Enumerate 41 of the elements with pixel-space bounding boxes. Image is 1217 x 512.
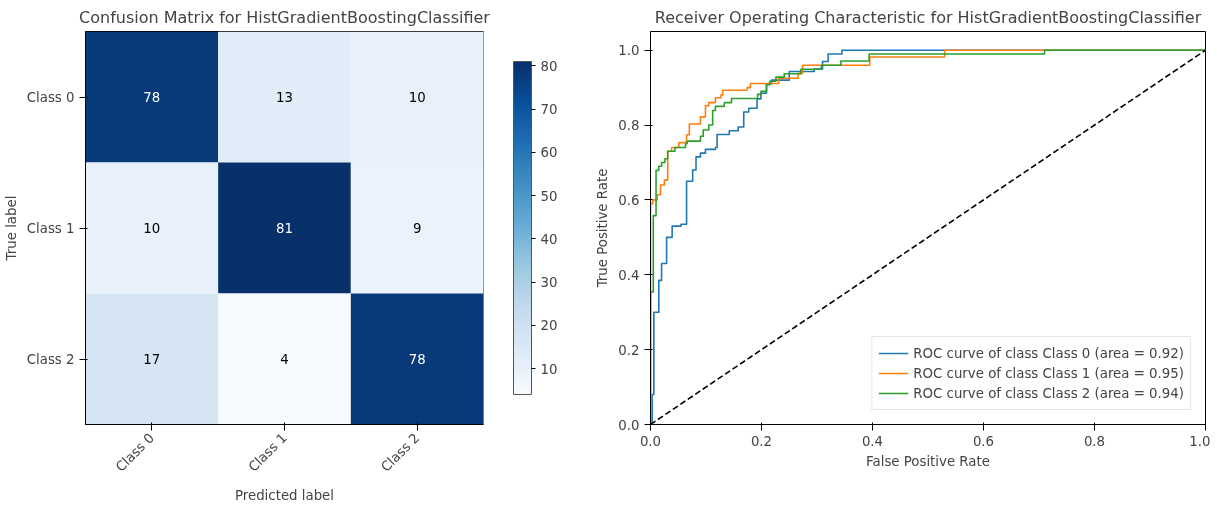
data-label: 17 bbox=[143, 352, 161, 367]
x-tick-label: 0.8 bbox=[1083, 433, 1106, 449]
color-bar-label: 30 bbox=[540, 275, 558, 291]
chart-title: Confusion Matrix for HistGradientBoostingClassifier bbox=[79, 7, 491, 27]
x-tick-label: 0.0 bbox=[639, 433, 662, 449]
data-label: 78 bbox=[143, 90, 161, 105]
legend-label: ROC curve of class Class 0 (area = 0.92) bbox=[913, 345, 1184, 361]
legend-label: ROC curve of class Class 1 (area = 0.95) bbox=[913, 365, 1184, 381]
y-tick-label: Class 1 bbox=[26, 220, 75, 236]
y-tick-label: 0.2 bbox=[618, 342, 640, 358]
y-tick-label: 0.8 bbox=[618, 118, 640, 134]
y-tick-label: Class 0 bbox=[26, 89, 75, 105]
y-tick-label: Class 2 bbox=[26, 351, 75, 367]
y-axis-title: True label bbox=[3, 195, 19, 262]
data-label: 9 bbox=[412, 221, 422, 236]
y-tick-label: 0.6 bbox=[618, 192, 640, 208]
x-axis-title: Predicted label bbox=[234, 487, 335, 503]
x-axis-title: False Positive Rate bbox=[866, 453, 990, 469]
color-bar-label: 40 bbox=[540, 231, 558, 247]
color-bar-label: 20 bbox=[540, 318, 558, 334]
y-tick-label: 0.4 bbox=[618, 267, 640, 283]
legend-label: ROC curve of class Class 2 (area = 0.94) bbox=[913, 385, 1184, 401]
data-label: 78 bbox=[408, 352, 426, 367]
y-axis-title: True Positive Rate bbox=[595, 168, 611, 289]
data-label: 81 bbox=[276, 221, 293, 236]
color-bar-label: 70 bbox=[540, 102, 558, 118]
x-tick-label: 0.6 bbox=[972, 433, 995, 449]
chart-title: Receiver Operating Characteristic for HistGradientBoostingClassifier bbox=[654, 7, 1202, 27]
data-label: 10 bbox=[143, 221, 161, 236]
color-bar-label: 50 bbox=[540, 188, 558, 204]
x-tick-label: 1.0 bbox=[1189, 433, 1211, 449]
data-label: 10 bbox=[408, 90, 426, 105]
y-tick-label: 1.0 bbox=[618, 43, 640, 59]
y-tick-label: 0.0 bbox=[618, 417, 640, 433]
color-bar-label: 60 bbox=[540, 145, 558, 161]
data-label: 4 bbox=[280, 352, 289, 367]
color-bar-label: 10 bbox=[540, 361, 558, 377]
x-tick-label: 0.4 bbox=[861, 433, 884, 449]
data-label: 13 bbox=[276, 90, 293, 105]
color-bar-label: 80 bbox=[540, 58, 558, 74]
x-tick-label: 0.2 bbox=[750, 433, 773, 449]
